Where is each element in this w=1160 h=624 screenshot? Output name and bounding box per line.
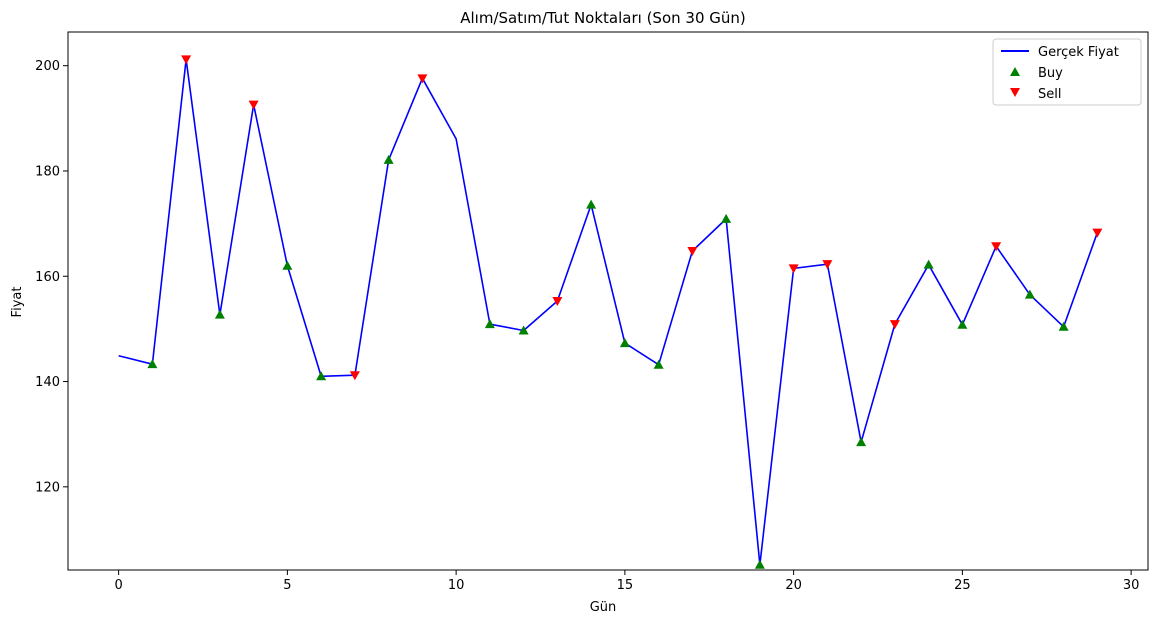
- sell-marker: [1092, 228, 1103, 238]
- buy-marker: [754, 559, 765, 569]
- legend-label-sell: Sell: [1038, 87, 1061, 102]
- buy-marker: [586, 199, 597, 209]
- axis-ticks: 0 5 10 15 20 25 30 120 140 160 180 200: [35, 59, 1139, 593]
- x-tick-label: 5: [283, 578, 291, 593]
- legend-buy-marker: [1010, 67, 1020, 76]
- x-tick-label: 15: [617, 578, 634, 593]
- x-tick-label: 10: [448, 578, 465, 593]
- sell-marker: [181, 55, 192, 65]
- y-tick-label: 180: [35, 164, 60, 179]
- sell-marker: [248, 100, 259, 110]
- price-line: [118, 58, 1099, 566]
- buy-marker: [721, 213, 732, 223]
- y-tick-label: 160: [35, 270, 60, 285]
- sell-marker: [788, 264, 799, 274]
- legend-box: [992, 38, 1142, 106]
- plot-frame: [67, 31, 1149, 571]
- buy-marker: [856, 437, 867, 447]
- buy-marker: [147, 359, 158, 369]
- x-tick-label: 30: [1123, 578, 1140, 593]
- x-axis-label: Gün: [590, 600, 617, 615]
- chart-title: Alım/Satım/Tut Noktaları (Son 30 Gün): [460, 9, 746, 27]
- legend: Gerçek Fiyat Buy Sell: [992, 38, 1142, 106]
- legend-label-buy: Buy: [1038, 66, 1063, 81]
- buy-marker: [214, 309, 225, 319]
- buy-marker: [957, 319, 968, 329]
- sell-marker: [349, 371, 360, 381]
- y-axis-label: Fiyat: [10, 287, 25, 318]
- buy-marker: [484, 319, 495, 329]
- buy-marker: [653, 359, 664, 369]
- y-tick-label: 200: [35, 59, 60, 74]
- buy-marker: [518, 325, 529, 335]
- x-tick-label: 0: [114, 578, 122, 593]
- sell-marker: [552, 297, 563, 306]
- buy-marker: [282, 260, 293, 270]
- y-tick-label: 140: [35, 375, 60, 390]
- sell-marker: [889, 320, 900, 330]
- buy-marker: [619, 338, 630, 348]
- legend-label-price: Gerçek Fiyat: [1038, 45, 1119, 60]
- buy-marker: [1058, 321, 1069, 331]
- buy-marker: [1024, 289, 1035, 299]
- buy-marker: [316, 371, 327, 381]
- plot-content: [118, 55, 1103, 569]
- buy-marker: [383, 154, 394, 164]
- sell-marker: [822, 260, 833, 270]
- x-tick-label: 25: [954, 578, 971, 593]
- x-tick-label: 20: [785, 578, 802, 593]
- sell-marker: [687, 246, 698, 256]
- sell-marker: [417, 74, 428, 84]
- buy-marker: [923, 259, 934, 269]
- y-tick-label: 120: [35, 480, 60, 495]
- sell-marker: [991, 242, 1002, 252]
- legend-sell-marker: [1010, 88, 1020, 97]
